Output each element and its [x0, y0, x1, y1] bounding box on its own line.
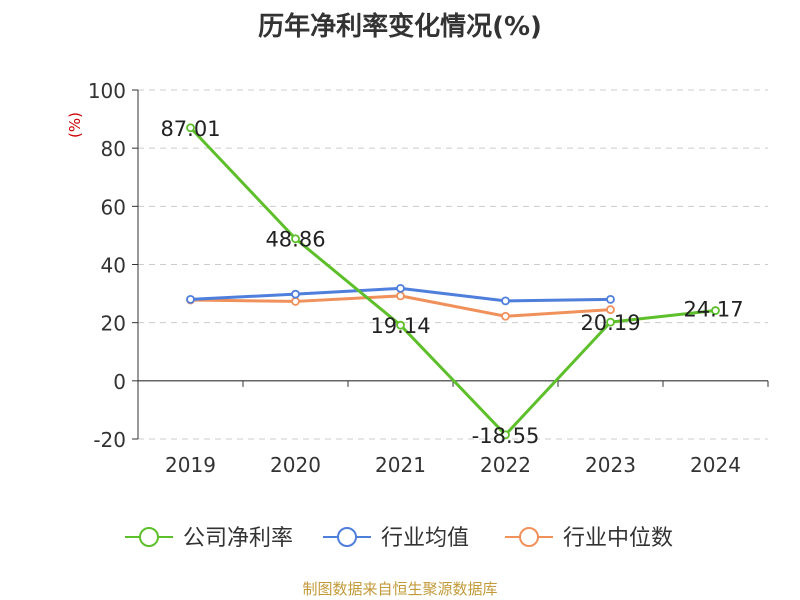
series-layer — [186, 123, 720, 440]
data-point — [186, 294, 195, 304]
y-axis-unit: (%) — [66, 112, 84, 138]
data-label-layer: 87.01 48.86 19.14 -18.55 20.19 24.17 — [160, 117, 743, 448]
x-tick-label: 2023 — [585, 453, 636, 477]
y-tick-label: 20 — [101, 312, 126, 336]
data-point — [606, 317, 615, 327]
data-point — [501, 296, 510, 306]
grid-layer — [138, 89, 768, 440]
chart-title: 历年净利率变化情况(%) — [258, 12, 542, 42]
data-label: 48.86 — [265, 228, 325, 252]
data-label: 24.17 — [683, 298, 743, 322]
data-point — [291, 297, 300, 306]
y-tick-label: 60 — [101, 195, 126, 219]
y-tick-label: -20 — [93, 428, 126, 452]
data-label: 20.19 — [580, 311, 640, 335]
y-tick-label: 40 — [101, 254, 126, 278]
x-tick-label: 2019 — [165, 453, 216, 477]
data-point — [606, 305, 615, 314]
data-point — [606, 294, 615, 304]
data-point — [291, 234, 300, 244]
data-label: 19.14 — [370, 314, 430, 338]
data-point — [501, 430, 510, 440]
legend-marker — [519, 527, 539, 547]
y-tick-label: 80 — [101, 137, 126, 161]
x-tick-label: 2024 — [690, 453, 741, 477]
legend-label: 公司净利率 — [183, 526, 293, 551]
data-point — [501, 311, 510, 321]
data-point — [396, 291, 405, 301]
axis-layer: -20 0 20 40 60 80 100(%) 2019 2020 2021 2022 2023 20… — [66, 79, 769, 477]
x-tick-label: 2021 — [375, 453, 426, 477]
y-tick-label: 0 — [113, 370, 126, 394]
data-label: -18.55 — [472, 424, 540, 448]
legend-marker — [139, 527, 159, 547]
x-tick-label: 2020 — [270, 453, 321, 477]
series-line — [189, 126, 716, 437]
data-point — [186, 123, 195, 133]
legend-marker — [337, 527, 357, 547]
data-point — [291, 289, 300, 299]
data-point — [396, 283, 405, 293]
legend: 公司净利率 行业均值 行业中位数 — [125, 526, 673, 551]
y-tick-label: 100 — [88, 79, 126, 103]
data-point — [711, 306, 720, 315]
legend-label: 行业中位数 — [563, 526, 673, 551]
data-point — [396, 320, 405, 330]
x-tick-label: 2022 — [480, 453, 531, 477]
legend-label: 行业均值 — [381, 526, 469, 551]
data-label: 87.01 — [160, 117, 220, 141]
source-note: 制图数据来自恒生聚源数据库 — [302, 580, 498, 598]
